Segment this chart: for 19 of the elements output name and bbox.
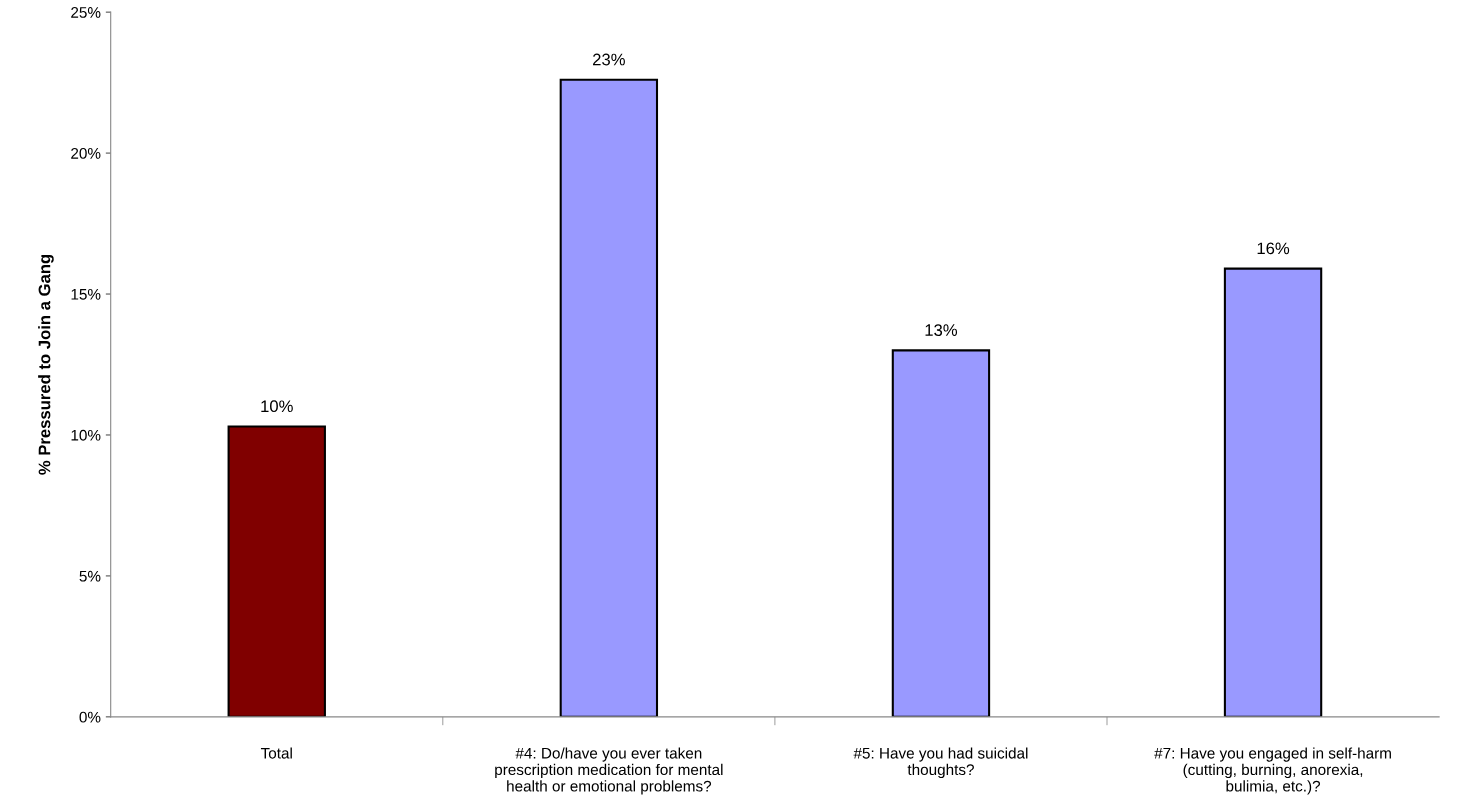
bar	[1223, 267, 1323, 717]
data-label: 13%	[925, 324, 958, 336]
y-tick-label: 20%	[71, 147, 101, 159]
data-label: 23%	[593, 53, 625, 66]
y-tick-label: 0%	[79, 711, 101, 723]
y-tick-label: 5%	[79, 570, 101, 582]
data-label: 16%	[1257, 242, 1290, 255]
x-tick-label: Total	[260, 747, 292, 759]
data-label: 10%	[261, 400, 293, 413]
y-tick-label: 15%	[71, 288, 101, 300]
y-tick-label: 25%	[71, 7, 101, 18]
y-axis-title: % Pressured to Join a Gang	[38, 254, 54, 475]
y-tick-label: 10%	[71, 429, 101, 441]
bar	[227, 425, 326, 717]
x-tick-label: #5: Have you had suicidal thoughts?	[853, 747, 1028, 779]
bar	[891, 349, 991, 717]
x-tick-label: #4: Do/have you ever taken prescription medication for mental health or emotional problems?	[495, 747, 723, 795]
x-tick-label: #7: Have you engaged in self-harm (cutting, burning, anorexia, bulimia, etc.)?	[1154, 747, 1391, 795]
bar	[559, 78, 659, 717]
